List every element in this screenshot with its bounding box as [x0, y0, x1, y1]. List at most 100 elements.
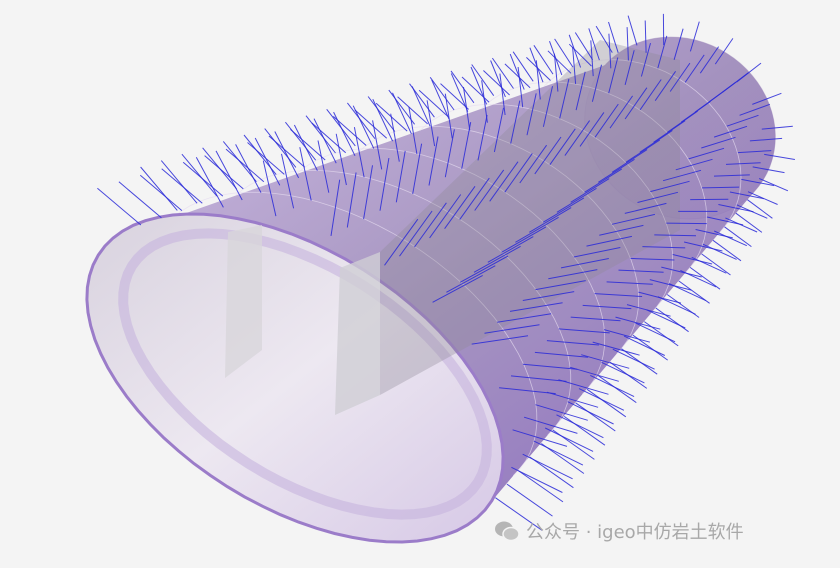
rock-bolt: [515, 216, 559, 243]
rock-bolt: [510, 375, 567, 382]
rock-bolt: [431, 79, 450, 120]
rock-bolt: [459, 255, 509, 283]
rock-bolt: [713, 125, 748, 138]
rock-bolt: [714, 38, 734, 65]
rock-bolt: [752, 92, 782, 105]
rock-bolt: [354, 109, 388, 139]
tunnel-lining: [85, 36, 776, 544]
rock-bolt: [497, 313, 552, 323]
rock-bolt: [529, 207, 572, 233]
rock-bolt: [483, 70, 510, 96]
rock-bolt: [575, 71, 586, 111]
rock-bolt: [657, 296, 696, 315]
rock-bolt: [684, 54, 705, 83]
rock-bolt: [761, 125, 793, 130]
rock-bolt: [701, 136, 736, 149]
rock-bolt: [347, 102, 376, 140]
rock-bolts: [97, 13, 795, 531]
rock-bolt: [446, 265, 496, 293]
rock-bolt: [661, 266, 702, 278]
rock-bolt: [444, 186, 476, 229]
rock-bolt: [506, 483, 553, 517]
rock-bolt: [139, 174, 183, 211]
rock-bolt: [522, 363, 578, 370]
rock-bolt: [517, 66, 524, 108]
rock-bolt: [702, 186, 740, 189]
rock-bolt: [598, 375, 637, 404]
rock-bolt: [608, 33, 612, 69]
rock-bolt: [699, 46, 720, 74]
rock-bolt: [570, 178, 610, 203]
rock-bolt: [680, 269, 717, 288]
rock-bolt: [491, 57, 514, 89]
rock-bolt: [612, 348, 655, 370]
rock-bolt: [637, 191, 679, 203]
rock-bolt: [313, 118, 337, 164]
rock-bolt: [691, 256, 727, 274]
rock-bolt: [429, 77, 455, 111]
rock-bolt: [262, 160, 277, 217]
rock-bolt: [678, 280, 710, 304]
rock-bolt: [713, 230, 748, 247]
rock-bolt: [630, 257, 675, 261]
rock-bolt: [553, 53, 559, 92]
rock-bolt: [675, 158, 713, 171]
rock-bolt: [299, 147, 312, 201]
rock-bolt: [559, 78, 570, 119]
rock-bolt: [487, 236, 534, 263]
rock-bolt: [594, 293, 643, 297]
rock-bolt: [542, 197, 585, 223]
tunnel-front-face: [85, 212, 505, 544]
rock-bolt: [735, 212, 763, 233]
rock-bolt: [621, 348, 658, 375]
rock-bolt: [418, 89, 449, 117]
rock-bolt: [689, 266, 721, 290]
rock-bolt: [481, 80, 488, 123]
rock-bolt: [317, 140, 330, 193]
rock-bolt: [534, 136, 562, 175]
rock-bolt: [535, 404, 588, 421]
rock-bolt: [556, 187, 597, 213]
rock-bolt: [541, 443, 585, 474]
rock-bolt: [724, 226, 752, 248]
rock-bolt: [586, 388, 627, 418]
rock-bolt: [546, 391, 599, 408]
rock-bolt: [759, 178, 789, 192]
rock-bolt: [477, 114, 488, 161]
rock-bolt: [499, 387, 556, 395]
rock-bolt: [608, 57, 619, 94]
rock-bolt: [495, 497, 543, 531]
rock-bolt: [461, 76, 490, 103]
rock-bolt: [595, 25, 613, 53]
rock-bolt: [243, 134, 277, 175]
rock-bolt: [627, 15, 638, 46]
rock-bolt: [335, 133, 347, 186]
rock-bolt: [526, 57, 551, 81]
rock-bolt: [712, 239, 742, 262]
rock-bolt: [533, 440, 584, 466]
rock-bolt: [563, 415, 606, 446]
watermark: 公众号 · igeo中仿岩土软件: [494, 518, 744, 544]
rock-bolt: [484, 324, 540, 334]
rock-bolt: [556, 414, 604, 439]
rock-bolt: [379, 158, 390, 211]
rock-bolt: [592, 341, 640, 356]
rock-bolt: [649, 279, 692, 291]
rock-bolt: [609, 95, 634, 129]
rock-bolt: [409, 83, 435, 118]
rock-bolt: [352, 105, 375, 149]
rock-bolt: [609, 361, 648, 389]
rock-bolt: [548, 269, 598, 280]
rock-bolt: [725, 162, 761, 165]
rock-bolt: [736, 62, 762, 83]
rock-bolt: [586, 235, 633, 247]
rock-bolt: [429, 194, 462, 239]
rock-bolt: [397, 96, 428, 125]
rock-bolt: [408, 106, 418, 154]
rock-bolt: [444, 129, 455, 178]
rock-bolt: [390, 113, 400, 162]
rock-bolt: [736, 204, 768, 219]
rock-bolt: [512, 429, 568, 447]
rock-bolt: [725, 217, 758, 233]
